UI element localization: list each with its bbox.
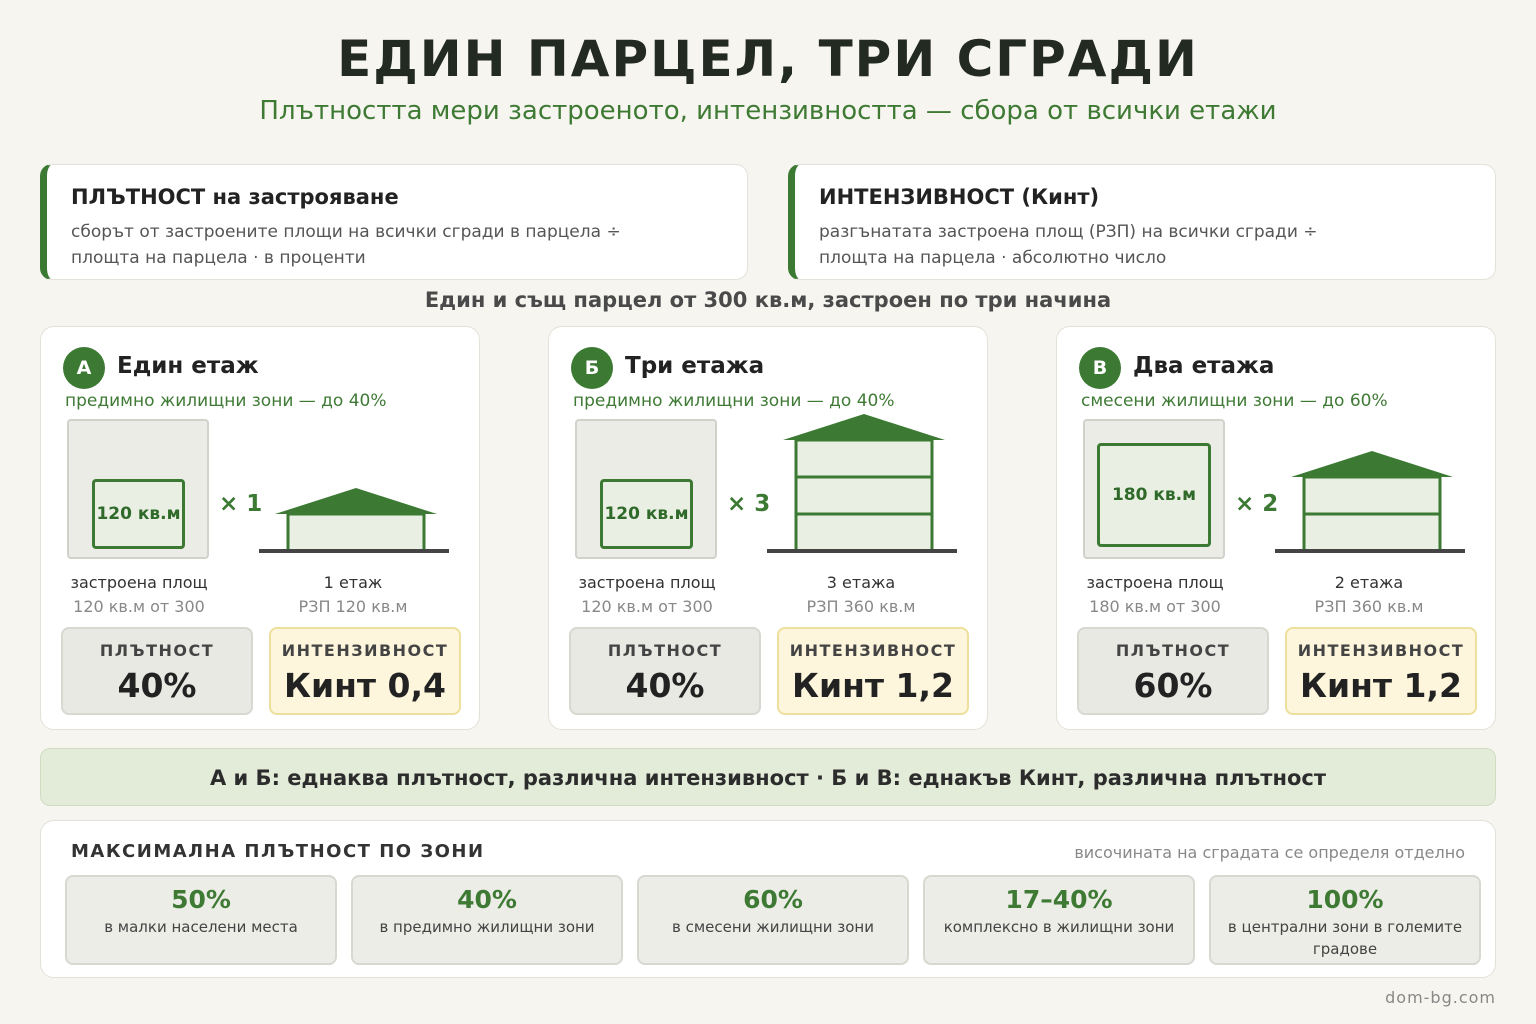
intensity-metric: ИНТЕНЗИВНОСТ Кинт 0,4 (269, 627, 461, 715)
building-body (286, 512, 426, 553)
scenario-card-v: В Два етажа смесени жилищни зони — до 60% 1… (1056, 326, 1496, 730)
floor-multiplier: × 2 (1235, 491, 1279, 517)
intensity-metric-value: Кинт 1,2 (1300, 666, 1462, 705)
scenario-zone: предимно жилищни зони — до 40% (573, 391, 895, 411)
scenario-card-b: Б Три етажа предимно жилищни зони — до 40%… (548, 326, 988, 730)
rzp-value: РЗП 120 кв.м (298, 597, 408, 616)
zone-card: 50% в малки населени места (65, 875, 337, 965)
plot-diagram: 180 кв.м (1083, 419, 1225, 559)
zone-card: 17–40% комплексно в жилищни зони (923, 875, 1195, 965)
scenario-badge: Б (571, 347, 613, 389)
zone-text: в предимно жилищни зони (379, 918, 595, 936)
intensity-metric-label: ИНТЕНЗИВНОСТ (281, 641, 449, 660)
scenario-card-a: А Един етаж предимно жилищни зони — до 40%… (40, 326, 480, 730)
built-area-value: 120 кв.м от 300 (581, 597, 713, 616)
density-metric: ПЛЪТНОСТ 60% (1077, 627, 1269, 715)
scenario-badge: А (63, 347, 105, 389)
zones-panel: МАКСИМАЛНА ПЛЪТНОСТ ПО ЗОНИ височината н… (40, 820, 1496, 978)
intensity-definition-card: ИНТЕНЗИВНОСТ (Кинт) разгънатата застроен… (788, 164, 1496, 280)
floors-label: 1 етаж (323, 573, 383, 592)
density-metric-label: ПЛЪТНОСТ (607, 641, 723, 660)
plot-diagram: 120 кв.м (67, 419, 209, 559)
density-definition-line1: сборът от застроените площи на всички сг… (71, 222, 621, 242)
zone-value: 100% (1306, 885, 1384, 914)
building-diagram (1275, 451, 1465, 553)
building-body (794, 438, 934, 553)
floors-label: 2 етажа (1334, 573, 1404, 592)
zone-text: в смесени жилищни зони (672, 918, 874, 936)
scenarios-caption: Един и същ парцел от 300 кв.м, застроен … (424, 288, 1112, 312)
zone-value: 40% (457, 885, 517, 914)
zones-heading: МАКСИМАЛНА ПЛЪТНОСТ ПО ЗОНИ (71, 841, 485, 862)
intensity-metric: ИНТЕНЗИВНОСТ Кинт 1,2 (1285, 627, 1477, 715)
plot-diagram: 120 кв.м (575, 419, 717, 559)
density-metric-label: ПЛЪТНОСТ (99, 641, 215, 660)
density-metric-value: 40% (625, 666, 705, 705)
intensity-definition-title: ИНТЕНЗИВНОСТ (Кинт) (819, 185, 1100, 209)
density-metric-value: 40% (117, 666, 197, 705)
scenario-zone: предимно жилищни зони — до 40% (65, 391, 387, 411)
density-metric: ПЛЪТНОСТ 40% (61, 627, 253, 715)
built-area-value: 180 кв.м от 300 (1089, 597, 1221, 616)
zone-card: 100% в централни зони в големите градове (1209, 875, 1481, 965)
scenario-title: Три етажа (625, 353, 765, 379)
scenario-title: Един етаж (117, 353, 259, 379)
floor-multiplier: × 3 (727, 491, 771, 517)
zone-text: в малки населени места (104, 918, 298, 936)
zone-value: 17–40% (1005, 885, 1113, 914)
rzp-value: РЗП 360 кв.м (806, 597, 916, 616)
building-diagram (259, 488, 449, 553)
rzp-value: РЗП 360 кв.м (1314, 597, 1424, 616)
floor-multiplier: × 1 (219, 491, 263, 517)
scenario-title: Два етажа (1133, 353, 1275, 379)
intensity-metric: ИНТЕНЗИВНОСТ Кинт 1,2 (777, 627, 969, 715)
building-diagram (767, 414, 957, 553)
density-definition-title: ПЛЪТНОСТ на застрояване (71, 185, 399, 209)
intensity-metric-label: ИНТЕНЗИВНОСТ (1297, 641, 1465, 660)
scenario-badge: В (1079, 347, 1121, 389)
density-metric: ПЛЪТНОСТ 40% (569, 627, 761, 715)
comparison-banner: А и Б: еднаква плътност, различна интенз… (40, 748, 1496, 806)
density-metric-value: 60% (1133, 666, 1213, 705)
intensity-metric-value: Кинт 0,4 (284, 666, 446, 705)
scenario-zone: смесени жилищни зони — до 60% (1081, 391, 1388, 411)
zones-note: височината на сградата се определя отдел… (1074, 843, 1465, 862)
built-footprint: 120 кв.м (92, 479, 185, 549)
density-definition-card: ПЛЪТНОСТ на застрояване сборът от застро… (40, 164, 748, 280)
building-roof (275, 488, 437, 514)
intensity-metric-label: ИНТЕНЗИВНОСТ (789, 641, 957, 660)
built-footprint: 120 кв.м (600, 479, 693, 549)
site-footer: dom-bg.com (1385, 988, 1496, 1007)
intensity-definition-line1: разгънатата застроена площ (РЗП) на всич… (819, 222, 1318, 242)
density-definition-line2: площта на парцела · в проценти (71, 248, 366, 268)
zone-value: 60% (743, 885, 803, 914)
built-footprint: 180 кв.м (1097, 443, 1211, 547)
zone-text: комплексно в жилищни зони (943, 918, 1175, 936)
floors-label: 3 етажа (826, 573, 896, 592)
zone-card: 40% в предимно жилищни зони (351, 875, 623, 965)
building-roof (1291, 451, 1453, 477)
building-roof (783, 414, 945, 440)
built-area-label: застроена площ (578, 573, 716, 592)
zone-card: 60% в смесени жилищни зони (637, 875, 909, 965)
built-area-label: застроена площ (70, 573, 208, 592)
intensity-metric-value: Кинт 1,2 (792, 666, 954, 705)
page-title: ЕДИН ПАРЦЕЛ, ТРИ СГРАДИ (337, 30, 1199, 88)
built-area-label: застроена площ (1086, 573, 1224, 592)
zone-value: 50% (171, 885, 231, 914)
zone-text: в централни зони в големите градове (1227, 918, 1463, 958)
built-area-value: 120 кв.м от 300 (73, 597, 205, 616)
density-metric-label: ПЛЪТНОСТ (1115, 641, 1231, 660)
intensity-definition-line2: площта на парцела · абсолютно число (819, 248, 1167, 268)
page-subtitle: Плътността мери застроеното, интензивнос… (259, 96, 1277, 126)
